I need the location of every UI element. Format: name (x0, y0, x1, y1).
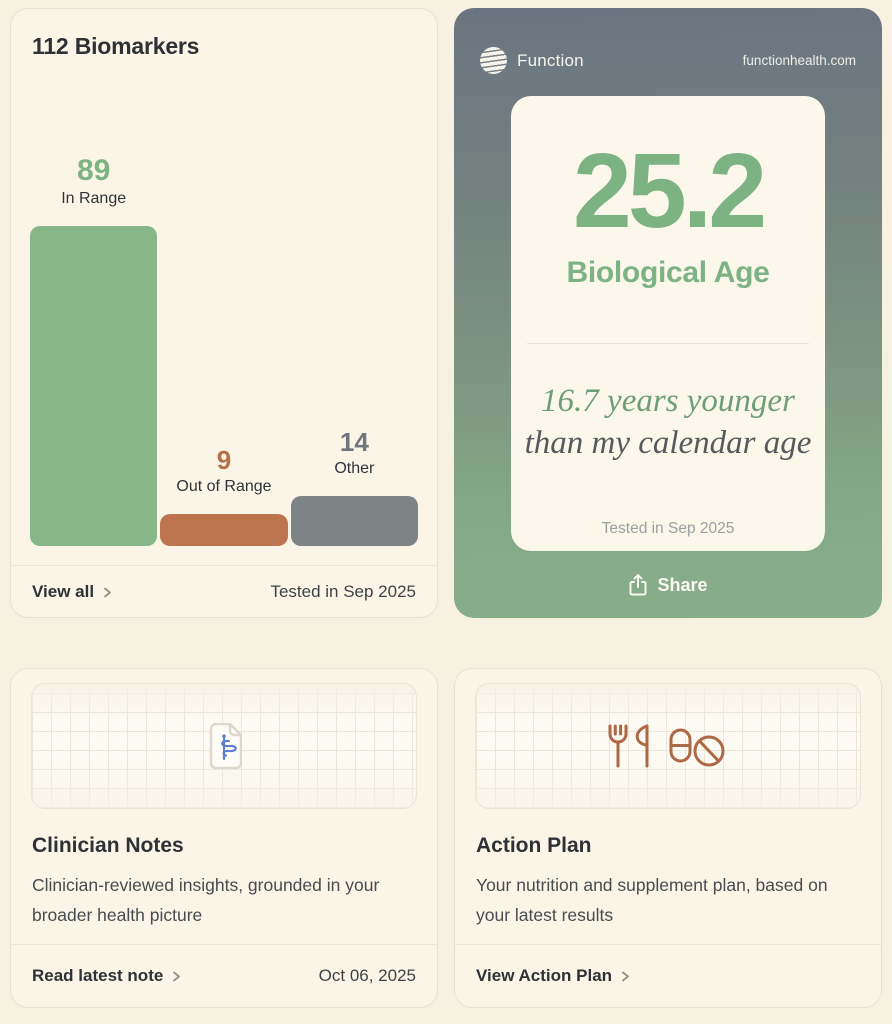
action-plan-card: Action Plan Your nutrition and supplemen… (454, 668, 882, 1008)
action-plan-title: Action Plan (476, 834, 592, 857)
function-brand: Function (480, 47, 584, 74)
action-plan-footer: View Action Plan (455, 944, 881, 1007)
biomarkers-title: 112 Biomarkers (32, 33, 200, 59)
age-quote: 16.7 years younger than my calendar age (525, 381, 812, 464)
quote-line-1: 16.7 years younger (541, 383, 795, 419)
chevron-right-icon (104, 587, 111, 597)
view-all-link[interactable]: View all (32, 582, 113, 602)
clinician-notes-card: Clinician Notes Clinician-reviewed insig… (10, 668, 438, 1008)
clinician-notes-description: Clinician-reviewed insights, grounded in… (32, 875, 380, 925)
brand-url: functionhealth.com (742, 53, 856, 68)
medical-document-icon (209, 723, 242, 769)
share-label: Share (657, 574, 708, 595)
clinician-note-date: Oct 06, 2025 (318, 966, 416, 985)
in-range-count: 89 (76, 154, 111, 187)
card-grid: 112 Biomarkers 89 In Range 9 Out of Rang… (10, 8, 882, 1008)
view-action-plan-label: View Action Plan (476, 966, 613, 985)
brand-name: Function (517, 50, 584, 70)
read-latest-note-label: Read latest note (32, 966, 164, 985)
biological-age-label: Biological Age (566, 256, 770, 289)
out-of-range-bar (160, 514, 288, 546)
out-of-range-count: 9 (216, 445, 232, 476)
read-latest-note-link[interactable]: Read latest note (32, 966, 182, 986)
chevron-right-icon (622, 971, 629, 982)
function-logo-icon (480, 47, 507, 74)
panel-tested-date: Tested in Sep 2025 (601, 520, 735, 538)
biomarkers-card: 112 Biomarkers 89 In Range 9 Out of Rang… (10, 8, 438, 618)
quote-line-2: than my calendar age (524, 424, 812, 461)
view-all-label: View all (32, 581, 95, 601)
biomarkers-footer: View all Tested in Sep 2025 (11, 565, 437, 617)
chart-column-out-of-range: 9 Out of Range (160, 445, 288, 546)
biological-age-value: 25.2 (572, 132, 767, 250)
biological-age-share-card: Function functionhealth.com 25.2 Biologi… (454, 8, 882, 618)
clinician-notes-illustration (31, 683, 417, 809)
share-card-header: Function functionhealth.com (454, 8, 882, 74)
nutrition-supplements-icon (608, 724, 725, 768)
other-bar (290, 496, 418, 546)
in-range-bar (30, 226, 158, 546)
chart-column-in-range: 89 In Range (30, 154, 158, 546)
panel-divider (527, 343, 809, 344)
action-plan-illustration (475, 683, 861, 809)
action-plan-description: Your nutrition and supplement plan, base… (476, 875, 828, 925)
other-count: 14 (339, 427, 369, 458)
out-of-range-label: Out of Range (176, 478, 272, 495)
in-range-label: In Range (61, 190, 127, 207)
biomarkers-tested-date: Tested in Sep 2025 (270, 581, 416, 601)
biomarkers-bar-chart: 89 In Range 9 Out of Range 14 Other (11, 60, 437, 565)
biological-age-panel: 25.2 Biological Age 16.7 years younger t… (511, 96, 825, 551)
chevron-right-icon (173, 971, 181, 982)
clinician-notes-title: Clinician Notes (32, 834, 184, 857)
chart-column-other: 14 Other (290, 427, 418, 546)
share-icon (630, 574, 647, 596)
other-label: Other (334, 460, 375, 477)
view-action-plan-link[interactable]: View Action Plan (476, 966, 631, 986)
clinician-notes-footer: Read latest note Oct 06, 2025 (11, 944, 437, 1007)
share-button[interactable]: Share (628, 573, 708, 597)
